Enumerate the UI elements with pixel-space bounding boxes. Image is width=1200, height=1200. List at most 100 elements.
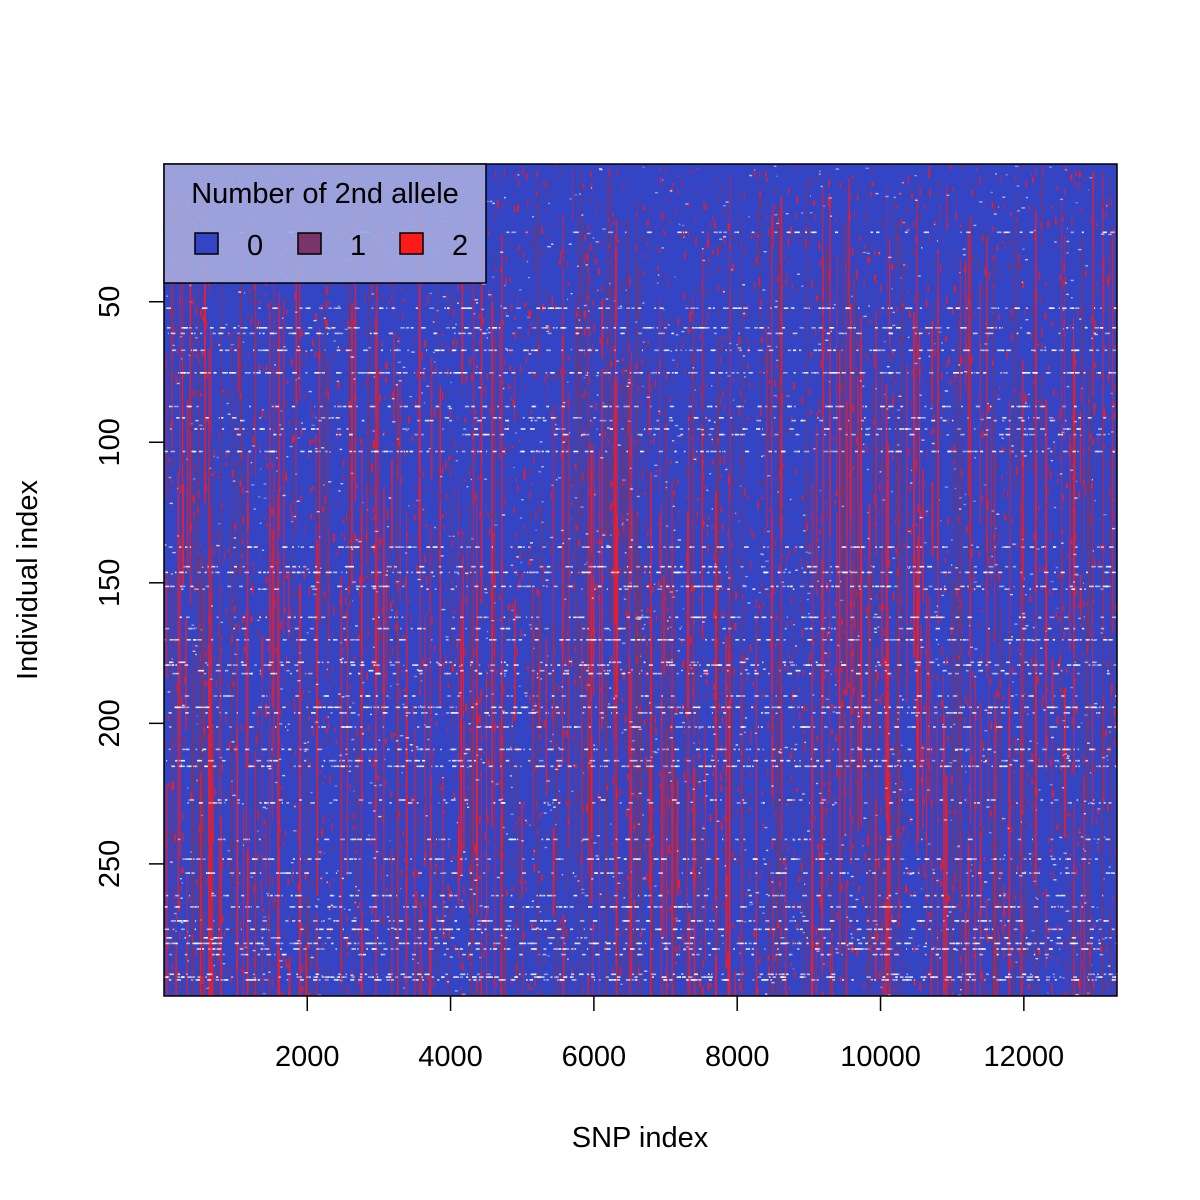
heatmap-cell: [993, 525, 996, 531]
heatmap-column-streak: [254, 992, 256, 996]
heatmap-cell: [896, 476, 898, 478]
heatmap-cell: [932, 428, 935, 434]
heatmap-cell: [1034, 167, 1037, 175]
heatmap-column-streak: [212, 730, 214, 843]
heatmap-cell: [870, 561, 872, 565]
heatmap-cell: [780, 611, 783, 616]
heatmap-cell: [462, 477, 464, 484]
heatmap-cell: [779, 817, 781, 825]
heatmap-cell: [257, 629, 260, 638]
heatmap-cell: [406, 284, 409, 290]
heatmap-cell: [1092, 988, 1094, 996]
heatmap-cell: [690, 317, 692, 323]
heatmap-cell: [241, 619, 244, 628]
heatmap-cell: [189, 471, 192, 474]
heatmap-cell: [663, 371, 665, 374]
heatmap-cell: [600, 285, 603, 293]
heatmap-column-streak: [1035, 456, 1037, 833]
heatmap-cell: [912, 747, 914, 750]
heatmap-cell: [952, 308, 954, 314]
heatmap-column-streak: [230, 472, 233, 905]
heatmap-cell: [514, 330, 517, 339]
heatmap-cell: [1051, 205, 1054, 210]
heatmap-cell: [699, 739, 701, 744]
heatmap-cell: [220, 724, 222, 730]
heatmap-cell: [1038, 869, 1041, 872]
heatmap-cell: [294, 705, 296, 712]
heatmap-cell: [386, 888, 388, 891]
heatmap-cell: [466, 901, 468, 905]
heatmap-cell: [559, 795, 561, 804]
heatmap-cell: [930, 859, 932, 868]
heatmap-cell: [932, 747, 934, 753]
heatmap-cell: [639, 489, 642, 491]
heatmap-column-streak: [988, 631, 990, 834]
heatmap-cell: [196, 354, 198, 359]
heatmap-cell: [553, 430, 555, 435]
heatmap-cell: [950, 775, 953, 784]
heatmap-cell: [671, 932, 673, 935]
heatmap-cell: [744, 488, 747, 496]
heatmap-cell: [1056, 824, 1059, 830]
heatmap-cell: [883, 628, 885, 636]
heatmap-cell: [205, 650, 207, 659]
heatmap-cell: [801, 397, 804, 404]
heatmap-column-streak: [354, 732, 357, 943]
heatmap-cell: [1104, 635, 1106, 641]
heatmap-cell: [1009, 633, 1010, 643]
heatmap-cell: [1109, 487, 1112, 491]
heatmap-cell: [366, 672, 368, 680]
heatmap-cell: [595, 402, 597, 410]
heatmap-cell: [170, 421, 173, 429]
heatmap-cell: [594, 213, 597, 216]
heatmap-cell: [949, 988, 952, 994]
heatmap-cell: [272, 688, 274, 696]
heatmap-column-streak: [254, 285, 257, 477]
heatmap-cell: [593, 380, 596, 385]
heatmap-cell: [1077, 191, 1079, 194]
heatmap-cell: [1059, 407, 1062, 416]
heatmap-cell: [384, 396, 386, 401]
heatmap-cell: [557, 562, 560, 570]
heatmap-cell: [882, 500, 883, 510]
heatmap-cell: [180, 302, 182, 306]
heatmap-cell: [452, 456, 455, 461]
heatmap-cell: [982, 416, 984, 420]
heatmap-cell: [946, 359, 949, 367]
heatmap-cell: [381, 869, 383, 878]
heatmap-cell: [742, 971, 744, 975]
heatmap-cell: [571, 490, 573, 496]
heatmap-cell: [684, 253, 686, 260]
heatmap-column-streak: [514, 994, 517, 996]
heatmap-cell: [685, 757, 687, 762]
heatmap-column-streak: [1092, 243, 1094, 611]
heatmap-cell: [820, 444, 822, 451]
heatmap-cell: [1019, 597, 1022, 600]
heatmap-cell: [1092, 600, 1095, 604]
heatmap-cell: [994, 805, 996, 814]
heatmap-column-streak: [819, 561, 821, 686]
heatmap-cell: [322, 742, 324, 750]
heatmap-cell: [1099, 946, 1102, 952]
heatmap-cell: [415, 891, 418, 898]
heatmap-column-streak: [842, 345, 845, 770]
heatmap-cell: [1019, 794, 1021, 797]
heatmap-cell: [988, 856, 990, 862]
heatmap-cell: [675, 345, 678, 351]
heatmap-column-streak: [1036, 883, 1039, 996]
heatmap-cell: [1002, 696, 1005, 701]
heatmap-cell: [636, 512, 639, 517]
heatmap-cell: [808, 389, 811, 395]
heatmap-column-streak: [326, 355, 329, 683]
heatmap-cell: [860, 252, 863, 255]
heatmap-cell: [1114, 344, 1116, 348]
heatmap-cell: [1064, 242, 1066, 246]
heatmap-cell: [806, 494, 809, 496]
heatmap-cell: [486, 679, 488, 687]
heatmap-cell: [914, 945, 916, 954]
heatmap-column-streak: [881, 919, 883, 996]
heatmap-cell: [908, 965, 910, 970]
heatmap-cell: [937, 249, 939, 255]
heatmap-cell: [772, 190, 775, 194]
heatmap-cell: [187, 757, 189, 760]
